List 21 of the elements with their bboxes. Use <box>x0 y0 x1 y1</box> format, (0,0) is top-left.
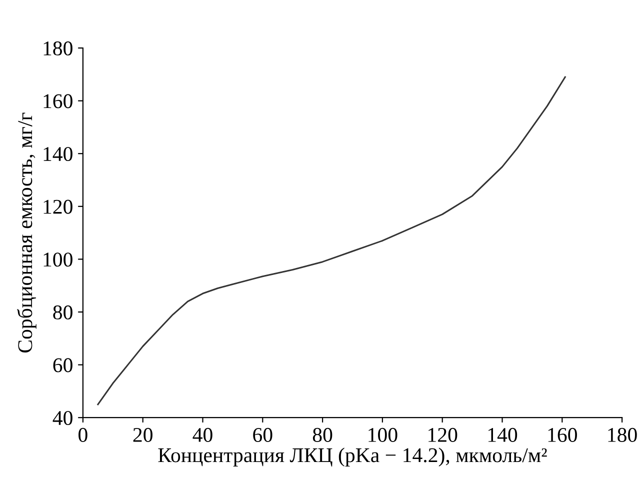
x-tick-label: 20 <box>133 428 152 442</box>
y-tick-label: 40 <box>52 410 72 426</box>
x-tick-label: 60 <box>253 428 272 442</box>
x-tick-label: 0 <box>78 428 88 442</box>
x-tick-label: 40 <box>192 428 212 442</box>
y-tick-label: 180 <box>44 41 72 56</box>
y-tick-label: 160 <box>44 94 72 108</box>
line-series <box>97 76 566 406</box>
x-axis-title: Концентрация ЛКЦ (pKa − 14.2), мкмоль/м² <box>158 448 547 466</box>
y-tick-label: 60 <box>53 358 72 372</box>
x-tick-label: 180 <box>608 428 637 442</box>
y-axis-title: Сорбционная емкость, мг/г <box>17 112 36 353</box>
x-tick-label: 100 <box>368 428 398 442</box>
x-tick-label: 120 <box>428 428 458 442</box>
y-tick-label: 80 <box>53 305 72 320</box>
x-tick-label: 80 <box>312 428 332 442</box>
y-tick-label: 120 <box>44 200 72 214</box>
y-tick-label: 100 <box>44 252 72 267</box>
x-tick-label: 140 <box>488 428 518 442</box>
y-tick-label: 140 <box>44 146 72 162</box>
x-tick-label: 160 <box>548 428 577 442</box>
